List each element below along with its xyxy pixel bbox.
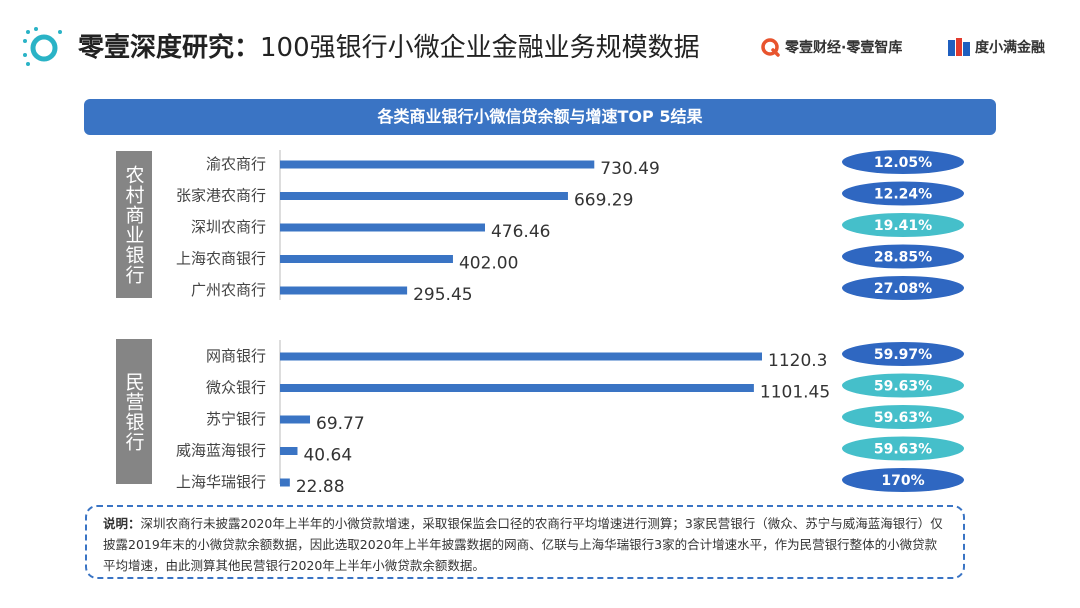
category-label: 广州农商行	[191, 281, 266, 299]
category-label: 网商银行	[206, 347, 266, 365]
value-label: 40.64	[303, 446, 352, 466]
growth-badge	[842, 244, 964, 269]
growth-badge	[842, 213, 964, 237]
bar	[280, 223, 485, 232]
note-label: 说明：	[103, 516, 141, 531]
page-title-bold: 零壹深度研究：	[78, 33, 261, 63]
growth-badge	[842, 276, 964, 300]
group-label-private-text: 民营银行	[122, 371, 145, 452]
growth-label: 170%	[881, 473, 924, 489]
group-label-private: 民营银行	[116, 339, 152, 484]
growth-badge	[842, 342, 964, 366]
category-label: 苏宁银行	[206, 410, 266, 428]
category-label: 张家港农商行	[176, 187, 266, 205]
value-label: 476.46	[491, 222, 550, 242]
note-text: 深圳农商行未披露2020年上半年的小微贷款增速，采取银保监会口径的农商行平均增速…	[103, 516, 943, 573]
group-label-rural: 农村商业银行	[116, 151, 152, 298]
value-label: 402.00	[459, 254, 518, 274]
chart-title-banner: 各类商业银行小微信贷余额与增速TOP 5结果	[84, 99, 996, 135]
bar	[280, 384, 754, 392]
bar	[280, 286, 408, 295]
growth-badge	[842, 373, 964, 398]
page-title-rest: 100强银行小微企业金融业务规模数据	[260, 33, 700, 63]
category-label: 上海农商银行	[176, 250, 266, 268]
growth-label: 12.05%	[874, 155, 932, 171]
growth-badge	[842, 436, 964, 461]
value-label: 1120.3	[768, 351, 827, 371]
growth-badge	[842, 468, 964, 492]
01caijing-logo-icon	[761, 38, 780, 57]
research-logo-icon	[23, 27, 62, 66]
growth-badge	[842, 150, 964, 174]
growth-badge	[842, 405, 964, 429]
bar	[280, 192, 568, 200]
growth-label: 27.08%	[874, 281, 932, 297]
category-label: 渝农商行	[206, 155, 266, 173]
growth-label: 59.63%	[874, 442, 932, 458]
growth-label: 59.63%	[874, 410, 932, 426]
value-label: 669.29	[574, 191, 633, 211]
category-label: 深圳农商行	[191, 218, 266, 236]
brand-01caijing: 零壹财经·零壹智库	[760, 34, 902, 60]
duxiaoman-logo-icon	[948, 38, 970, 56]
page-title: 零壹深度研究：100强银行小微企业金融业务规模数据	[78, 26, 700, 70]
growth-label: 59.63%	[874, 379, 932, 395]
value-label: 295.45	[413, 285, 472, 305]
value-label: 22.88	[296, 477, 345, 497]
growth-label: 59.97%	[874, 347, 932, 363]
category-label: 威海蓝海银行	[176, 442, 266, 460]
bar	[280, 352, 762, 361]
growth-label: 12.24%	[874, 187, 932, 203]
brand-duxiaoman: 度小满金融	[948, 34, 1045, 60]
note-box: 说明：深圳农商行未披露2020年上半年的小微贷款增速，采取银保监会口径的农商行平…	[85, 505, 965, 579]
growth-badge	[842, 181, 964, 206]
growth-label: 19.41%	[874, 218, 932, 234]
group-label-rural-text: 农村商业银行	[122, 164, 145, 285]
bar	[280, 478, 290, 487]
growth-label: 28.85%	[874, 250, 932, 266]
value-label: 69.77	[316, 414, 365, 434]
category-label: 上海华瑞银行	[176, 473, 266, 491]
value-label: 1101.45	[760, 383, 830, 403]
category-label: 微众银行	[206, 379, 266, 397]
brand-duxiaoman-text: 度小满金融	[975, 40, 1045, 56]
value-label: 730.49	[600, 159, 659, 179]
brand-01caijing-text: 零壹财经·零壹智库	[785, 40, 903, 56]
bar	[280, 160, 595, 169]
bar	[280, 415, 311, 424]
bar	[280, 255, 453, 263]
bar	[280, 447, 298, 455]
